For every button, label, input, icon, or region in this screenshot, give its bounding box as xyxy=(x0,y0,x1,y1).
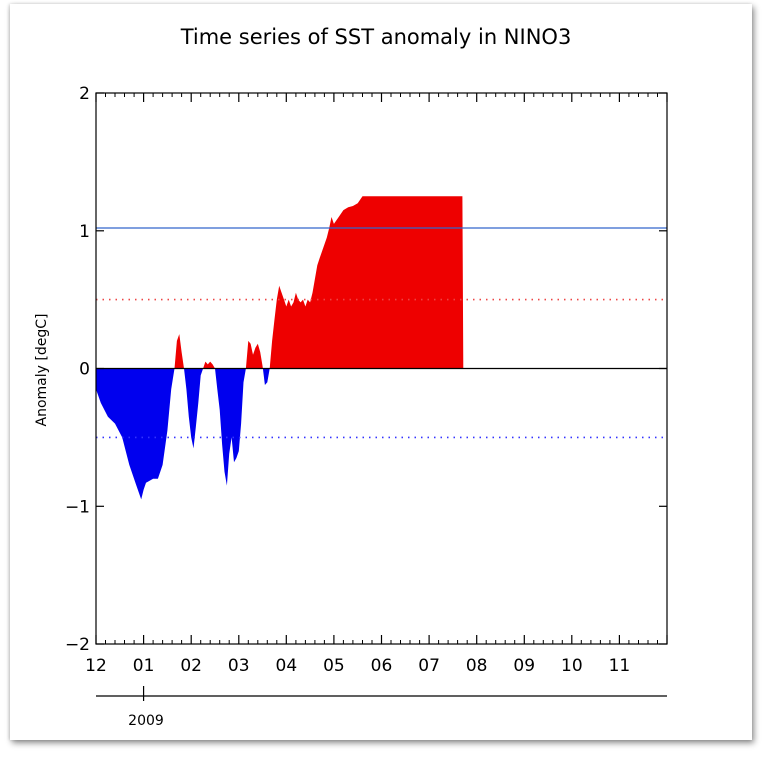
x-tick-label-9: 09 xyxy=(513,656,535,676)
chart-title: Time series of SST anomaly in NINO3 xyxy=(180,25,572,49)
x-tick-label-6: 06 xyxy=(371,656,393,676)
negative-anomaly-area-0 xyxy=(96,368,175,500)
y-tick-label-2: 0 xyxy=(79,360,90,380)
positive-anomaly-area-1 xyxy=(174,334,184,369)
positive-anomaly-area-3 xyxy=(203,361,215,369)
x-tick-label-1: 01 xyxy=(133,656,155,676)
positive-anomaly-area-5 xyxy=(245,340,263,369)
negative-anomaly-area-4 xyxy=(215,368,246,486)
y-tick-label-4: 2 xyxy=(79,84,90,104)
x-tick-label-2: 02 xyxy=(180,656,202,676)
negative-anomaly-area-2 xyxy=(184,368,204,449)
y-axis-label: Anomaly [degC] xyxy=(34,314,50,427)
x-tick-label-5: 05 xyxy=(323,656,345,676)
year-label: 2009 xyxy=(128,713,164,729)
y-tick-label-0: −2 xyxy=(65,635,90,655)
x-tick-label-4: 04 xyxy=(276,656,298,676)
chart-svg: Time series of SST anomaly in NINO3 Anom… xyxy=(34,25,668,729)
y-tick-label-3: 1 xyxy=(79,222,90,242)
y-tick-label-1: −1 xyxy=(65,497,90,517)
chart-frame: Time series of SST anomaly in NINO3 Anom… xyxy=(10,4,752,740)
x-tick-label-8: 08 xyxy=(466,656,488,676)
x-tick-label-11: 11 xyxy=(609,656,631,676)
x-tick-label-0: 12 xyxy=(85,656,107,676)
x-tick-label-7: 07 xyxy=(418,656,440,676)
x-tick-label-3: 03 xyxy=(228,656,250,676)
positive-anomaly-area-7 xyxy=(269,196,464,369)
negative-anomaly-area-6 xyxy=(262,368,270,385)
x-tick-label-10: 10 xyxy=(561,656,583,676)
